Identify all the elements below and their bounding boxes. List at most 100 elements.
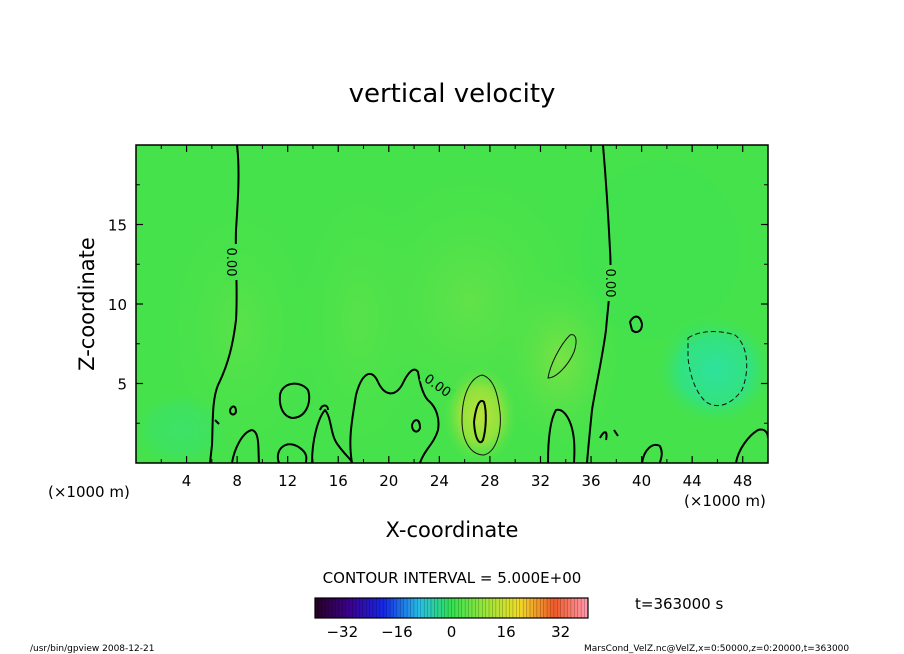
colorbar-cell — [437, 598, 442, 618]
colorbar-tick-label: 16 — [497, 623, 516, 641]
contour-label-bg — [419, 368, 457, 402]
colorbar-cell — [315, 598, 319, 618]
colorbar-cell — [345, 598, 350, 618]
colorbar-tick-label: 0 — [447, 623, 457, 641]
x-tick-label: 28 — [480, 472, 499, 490]
colorbar-cell — [502, 598, 507, 618]
colorbar-cell — [540, 598, 545, 618]
x-tick-label: 8 — [232, 472, 242, 490]
colorbar-cell — [526, 598, 531, 618]
colorbar-cell — [338, 598, 343, 618]
colorbar-cell — [407, 598, 412, 618]
colorbar-cell — [379, 598, 384, 618]
colorbar-tick-label: 32 — [551, 623, 570, 641]
colorbar-cell — [567, 598, 572, 618]
x-tick-label: 12 — [278, 472, 297, 490]
colorbar-cell — [376, 598, 381, 618]
contour-label-bg — [604, 265, 618, 301]
colorbar-cell — [400, 598, 405, 618]
colorbar-cell — [424, 598, 429, 618]
colorbar-cell — [478, 598, 483, 618]
time-label: t=363000 s — [635, 595, 723, 613]
colorbar-cell — [410, 598, 415, 618]
y-tick-label: 15 — [108, 217, 127, 235]
colorbar-cell — [475, 598, 480, 618]
colorbar-cell — [318, 598, 323, 618]
colorbar-cell — [366, 598, 371, 618]
colorbar-cell — [335, 598, 340, 618]
colorbar-cell — [417, 598, 422, 618]
contour-interval: CONTOUR INTERVAL = 5.000E+00 — [323, 569, 582, 587]
contour-field — [136, 145, 768, 463]
colorbar-cell — [516, 598, 521, 618]
negative-contour — [687, 331, 748, 406]
colorbar-cell — [512, 598, 517, 618]
contour-label: 0.00 — [223, 248, 238, 277]
colorbar-cell — [461, 598, 466, 618]
colorbar-cell — [332, 598, 336, 618]
colorbar-cell — [564, 598, 569, 618]
colorbar-cell — [431, 598, 435, 618]
colorbar-cell — [489, 598, 493, 618]
colorbar-cell — [352, 598, 357, 618]
colorbar-cell — [523, 598, 528, 618]
colorbar-cell — [482, 598, 487, 618]
colorbar-cell — [413, 598, 418, 618]
colorbar-cell — [533, 598, 538, 618]
colorbar-cell — [492, 598, 497, 618]
colorbar-cell — [441, 598, 446, 618]
colorbar-cell — [369, 598, 374, 618]
colorbar-cell — [495, 598, 500, 618]
colorbar-cell — [448, 598, 452, 618]
contour-label: 0.00 — [602, 269, 617, 298]
colorbar-cell — [396, 598, 401, 618]
colorbar-frame — [314, 597, 589, 619]
y-tick-label: 5 — [117, 376, 127, 394]
x-unit-right: (×1000 m) — [684, 492, 766, 510]
colorbar-cell — [547, 598, 551, 618]
colorbar-cell — [543, 598, 548, 618]
x-tick-label: 48 — [733, 472, 752, 490]
x-tick-label: 24 — [430, 472, 449, 490]
colorbar-cell — [557, 598, 562, 618]
colorbar-cell — [325, 598, 330, 618]
colorbar-cell — [444, 598, 449, 618]
colorbar-cell — [560, 598, 565, 618]
x-tick-label: 44 — [683, 472, 702, 490]
colorbar-cell — [328, 598, 333, 618]
colorbar-cell — [581, 598, 586, 618]
colorbar-cell — [342, 598, 347, 618]
colorbar-cell — [383, 598, 388, 618]
positive-contours — [461, 334, 577, 456]
colorbar-cell — [355, 598, 360, 618]
zero-contours — [209, 145, 768, 463]
x-tick-label: 36 — [581, 472, 600, 490]
colorbar-cell — [506, 598, 511, 618]
x-tick-label: 16 — [329, 472, 348, 490]
x-tick-label: 40 — [632, 472, 651, 490]
y-tick-label: 10 — [108, 296, 127, 314]
colorbar-cell — [359, 598, 364, 618]
colorbar-cell — [465, 598, 470, 618]
colorbar — [314, 597, 589, 619]
chart-title: vertical velocity — [349, 79, 556, 109]
colorbar-cell — [373, 598, 377, 618]
colorbar-cell — [485, 598, 490, 618]
colorbar-cell — [349, 598, 354, 618]
colorbar-cell — [468, 598, 473, 618]
colorbar-cell — [577, 598, 582, 618]
colorbar-tick-label: −32 — [326, 623, 358, 641]
colorbar-cell — [451, 598, 456, 618]
colorbar-cell — [427, 598, 432, 618]
colorbar-cell — [529, 598, 534, 618]
colorbar-cell — [420, 598, 425, 618]
x-tick-label: 4 — [182, 472, 192, 490]
x-axis-label: X-coordinate — [386, 518, 519, 542]
y-axis-label: Z-coordinate — [75, 237, 99, 371]
colorbar-cell — [321, 598, 326, 618]
colorbar-cell — [362, 598, 367, 618]
contour-label-bg — [225, 244, 239, 280]
colorbar-cell — [550, 598, 555, 618]
colorbar-cell — [386, 598, 391, 618]
x-tick-label: 32 — [531, 472, 550, 490]
